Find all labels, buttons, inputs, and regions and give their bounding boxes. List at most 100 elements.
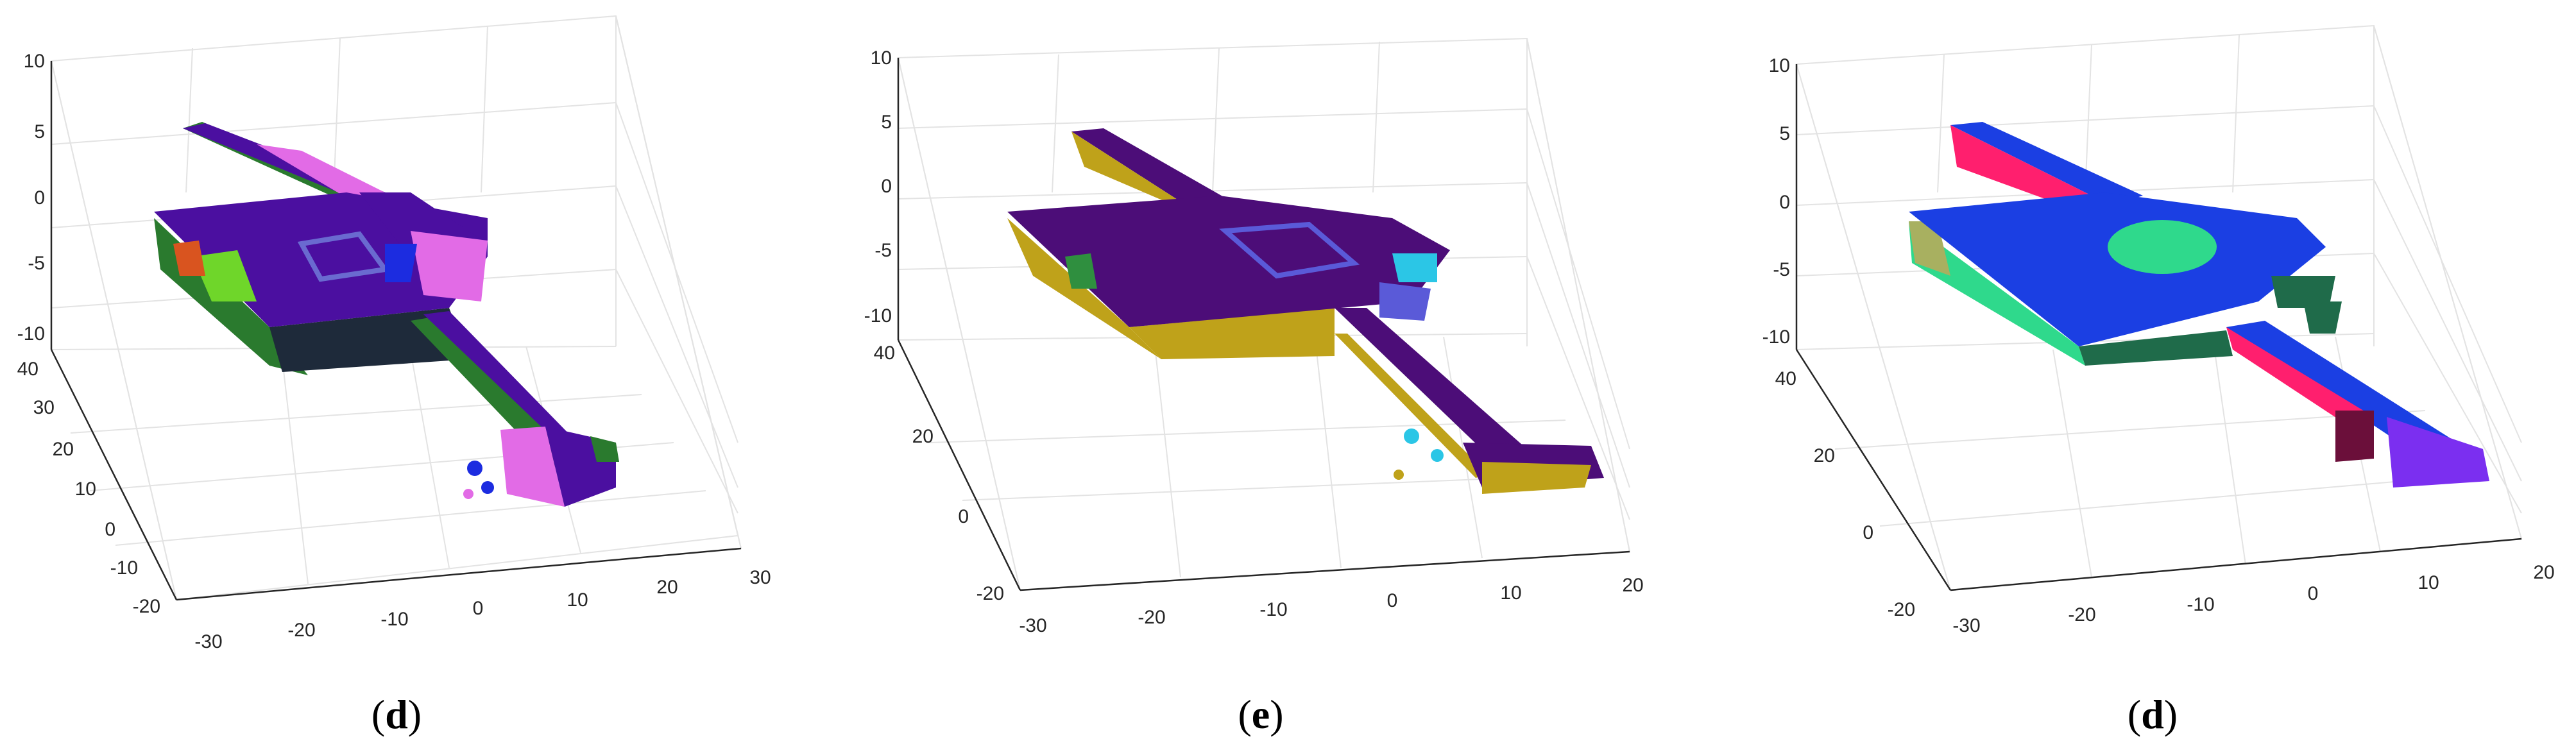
tick-label: 30 (33, 397, 55, 418)
cloud-1-orange-patch (173, 241, 205, 276)
panel-3-point-cloud (1909, 122, 2489, 488)
cloud-3-arm-upper-side (1950, 125, 2111, 218)
tick-label: 0 (881, 176, 892, 197)
cloud-2-green-patch (1065, 253, 1097, 289)
cloud-3-body-side (1909, 221, 2085, 366)
tick-label: 0 (958, 506, 969, 527)
cloud-1-arm-lower-top (423, 311, 577, 449)
cloud-2-tail-side (1482, 462, 1591, 494)
panel-2-point-cloud (1007, 128, 1604, 494)
cloud-1-pink-right (411, 231, 488, 301)
panel-3-x-ticks: -30 -20 -10 0 10 20 (1952, 562, 2554, 636)
tick-label: -5 (28, 253, 45, 274)
tick-label: 10 (1769, 55, 1790, 76)
tick-label: -20 (287, 620, 315, 641)
cloud-2-arm-lower (1335, 308, 1527, 462)
tick-label: -10 (2187, 594, 2214, 615)
tick-label: 0 (473, 598, 484, 619)
tick-label: -10 (110, 557, 138, 579)
cloud-3-ellipse (2108, 220, 2217, 274)
cloud-2-cyan-patch (1392, 253, 1437, 282)
tick-label: 10 (2418, 572, 2439, 593)
tick-label: -20 (1138, 607, 1165, 628)
tick-label: -20 (1888, 599, 1915, 620)
cloud-3-arm-upper (1950, 122, 2143, 205)
cloud-1-scatter-2 (481, 481, 494, 494)
tick-label: 5 (34, 121, 45, 142)
panel-1-label: (d) (371, 691, 422, 737)
cloud-2-ring (1219, 221, 1360, 279)
panel-1-axes (50, 61, 742, 601)
tick-label: -10 (17, 323, 45, 344)
tick-label: 20 (1622, 575, 1643, 596)
tick-label: -10 (380, 609, 408, 630)
panel-3-label-letter: d (2141, 691, 2164, 737)
tick-label: -20 (133, 596, 160, 617)
tick-label: -5 (1773, 259, 1790, 280)
tick-label: 20 (2533, 562, 2554, 583)
cloud-3-tail-purple (2387, 417, 2489, 488)
panel-1-x-ticks: -30 -20 -10 0 10 20 30 (194, 567, 771, 652)
cloud-3-body-front (2079, 330, 2233, 366)
tick-label: 0 (34, 187, 45, 208)
panel-2-y-ticks: 40 20 0 -20 (874, 343, 1004, 604)
cloud-1-arm-pink (257, 144, 398, 205)
tick-label: 20 (1814, 445, 1835, 466)
panel-1-y-ticks: 40 30 20 10 0 -10 -20 (17, 359, 160, 617)
tick-label: 10 (75, 479, 96, 500)
panel-3-axes (1795, 64, 2522, 591)
panel-1-z-ticks: 10 5 0 -5 -10 (17, 51, 45, 344)
panel-2-x-ticks: -30 -20 -10 0 10 20 (1019, 575, 1643, 636)
tick-label: -30 (1952, 615, 1980, 636)
tick-label: 0 (1863, 522, 1873, 543)
tick-label: 10 (1500, 582, 1521, 604)
tick-label: 10 (871, 47, 892, 69)
tick-label: 5 (881, 112, 892, 133)
tick-label: 40 (1775, 368, 1796, 389)
tick-label: 0 (1779, 192, 1790, 213)
cloud-2-body-top (1007, 196, 1450, 327)
cloud-1-green-patch (192, 250, 257, 301)
panel-2-axes (897, 58, 1630, 591)
cloud-2-scatter-3 (1394, 470, 1404, 480)
tick-label: 10 (24, 51, 45, 72)
tick-label: -10 (1762, 327, 1790, 348)
panel-2-z-ticks: 10 5 0 -5 -10 (864, 47, 892, 327)
tick-label: 20 (656, 577, 678, 598)
cloud-3-right-block (2271, 276, 2335, 308)
cloud-2-blue-patch (1379, 282, 1431, 321)
panel-3: 10 5 0 -5 -10 40 20 0 -20 -30 -20 -10 0 … (1762, 24, 2555, 737)
panel-3-label: (d) (2128, 691, 2178, 737)
tick-label: -20 (977, 583, 1004, 604)
tick-label: 0 (2308, 583, 2319, 604)
cloud-3-tail-dark (2335, 411, 2374, 462)
cloud-1-scatter-1 (467, 461, 482, 476)
tick-label: 0 (105, 519, 115, 540)
tick-label: 20 (53, 439, 74, 460)
cloud-2-scatter-2 (1431, 449, 1444, 462)
panel-1: 10 5 0 -5 -10 40 30 20 10 0 -10 -20 -30 … (17, 15, 771, 737)
panel-2-label-letter: e (1252, 691, 1270, 737)
tick-label: 40 (17, 359, 38, 380)
cloud-2-scatter-1 (1404, 428, 1419, 444)
panel-2: 10 5 0 -5 -10 40 20 0 -20 -30 -20 -10 0 … (864, 37, 1644, 737)
panel-2-label: (e) (1238, 691, 1283, 737)
cloud-2-body-front (1129, 308, 1335, 359)
cloud-2-arm-lower-side (1335, 334, 1488, 478)
cloud-1-tail-front (500, 427, 565, 507)
tick-label: -30 (194, 631, 222, 652)
cloud-3-body-top (1909, 192, 2326, 346)
panel-3-y-ticks: 40 20 0 -20 (1775, 368, 1915, 620)
panel-1-point-cloud (154, 122, 619, 507)
tick-label: -20 (2068, 604, 2095, 625)
panel-3-z-ticks: 10 5 0 -5 -10 (1762, 55, 1790, 348)
cloud-1-tail-green (590, 436, 619, 462)
tick-label: 10 (567, 590, 588, 611)
tick-label: 40 (874, 343, 895, 364)
cloud-1-blue-patch (385, 244, 417, 282)
cloud-2-arm-upper (1071, 128, 1238, 218)
tick-label: -30 (1019, 615, 1046, 636)
panel-1-label-letter: d (385, 691, 408, 737)
tick-label: -5 (874, 240, 892, 261)
